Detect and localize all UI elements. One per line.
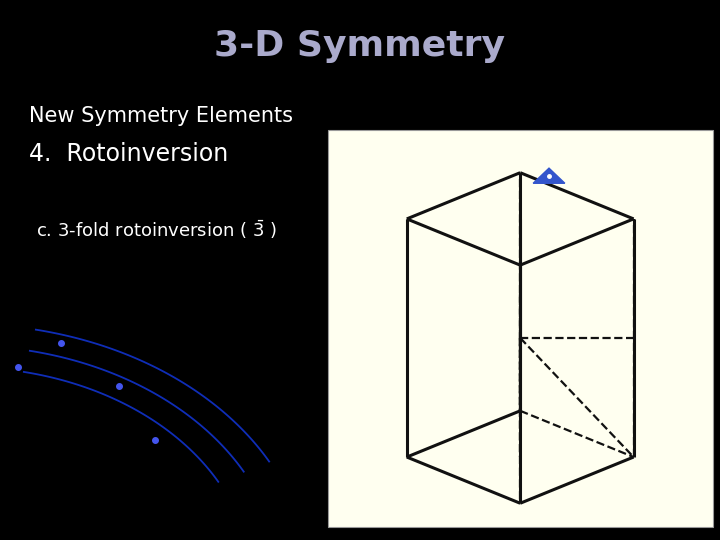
Text: New Symmetry Elements: New Symmetry Elements xyxy=(29,106,293,126)
Text: c. 3-fold rotoinversion ( $\bar{3}$ ): c. 3-fold rotoinversion ( $\bar{3}$ ) xyxy=(36,218,276,241)
Text: 3-D Symmetry: 3-D Symmetry xyxy=(215,29,505,63)
Text: 4.  Rotoinversion: 4. Rotoinversion xyxy=(29,142,228,166)
Bar xyxy=(328,130,713,526)
Polygon shape xyxy=(534,168,565,183)
